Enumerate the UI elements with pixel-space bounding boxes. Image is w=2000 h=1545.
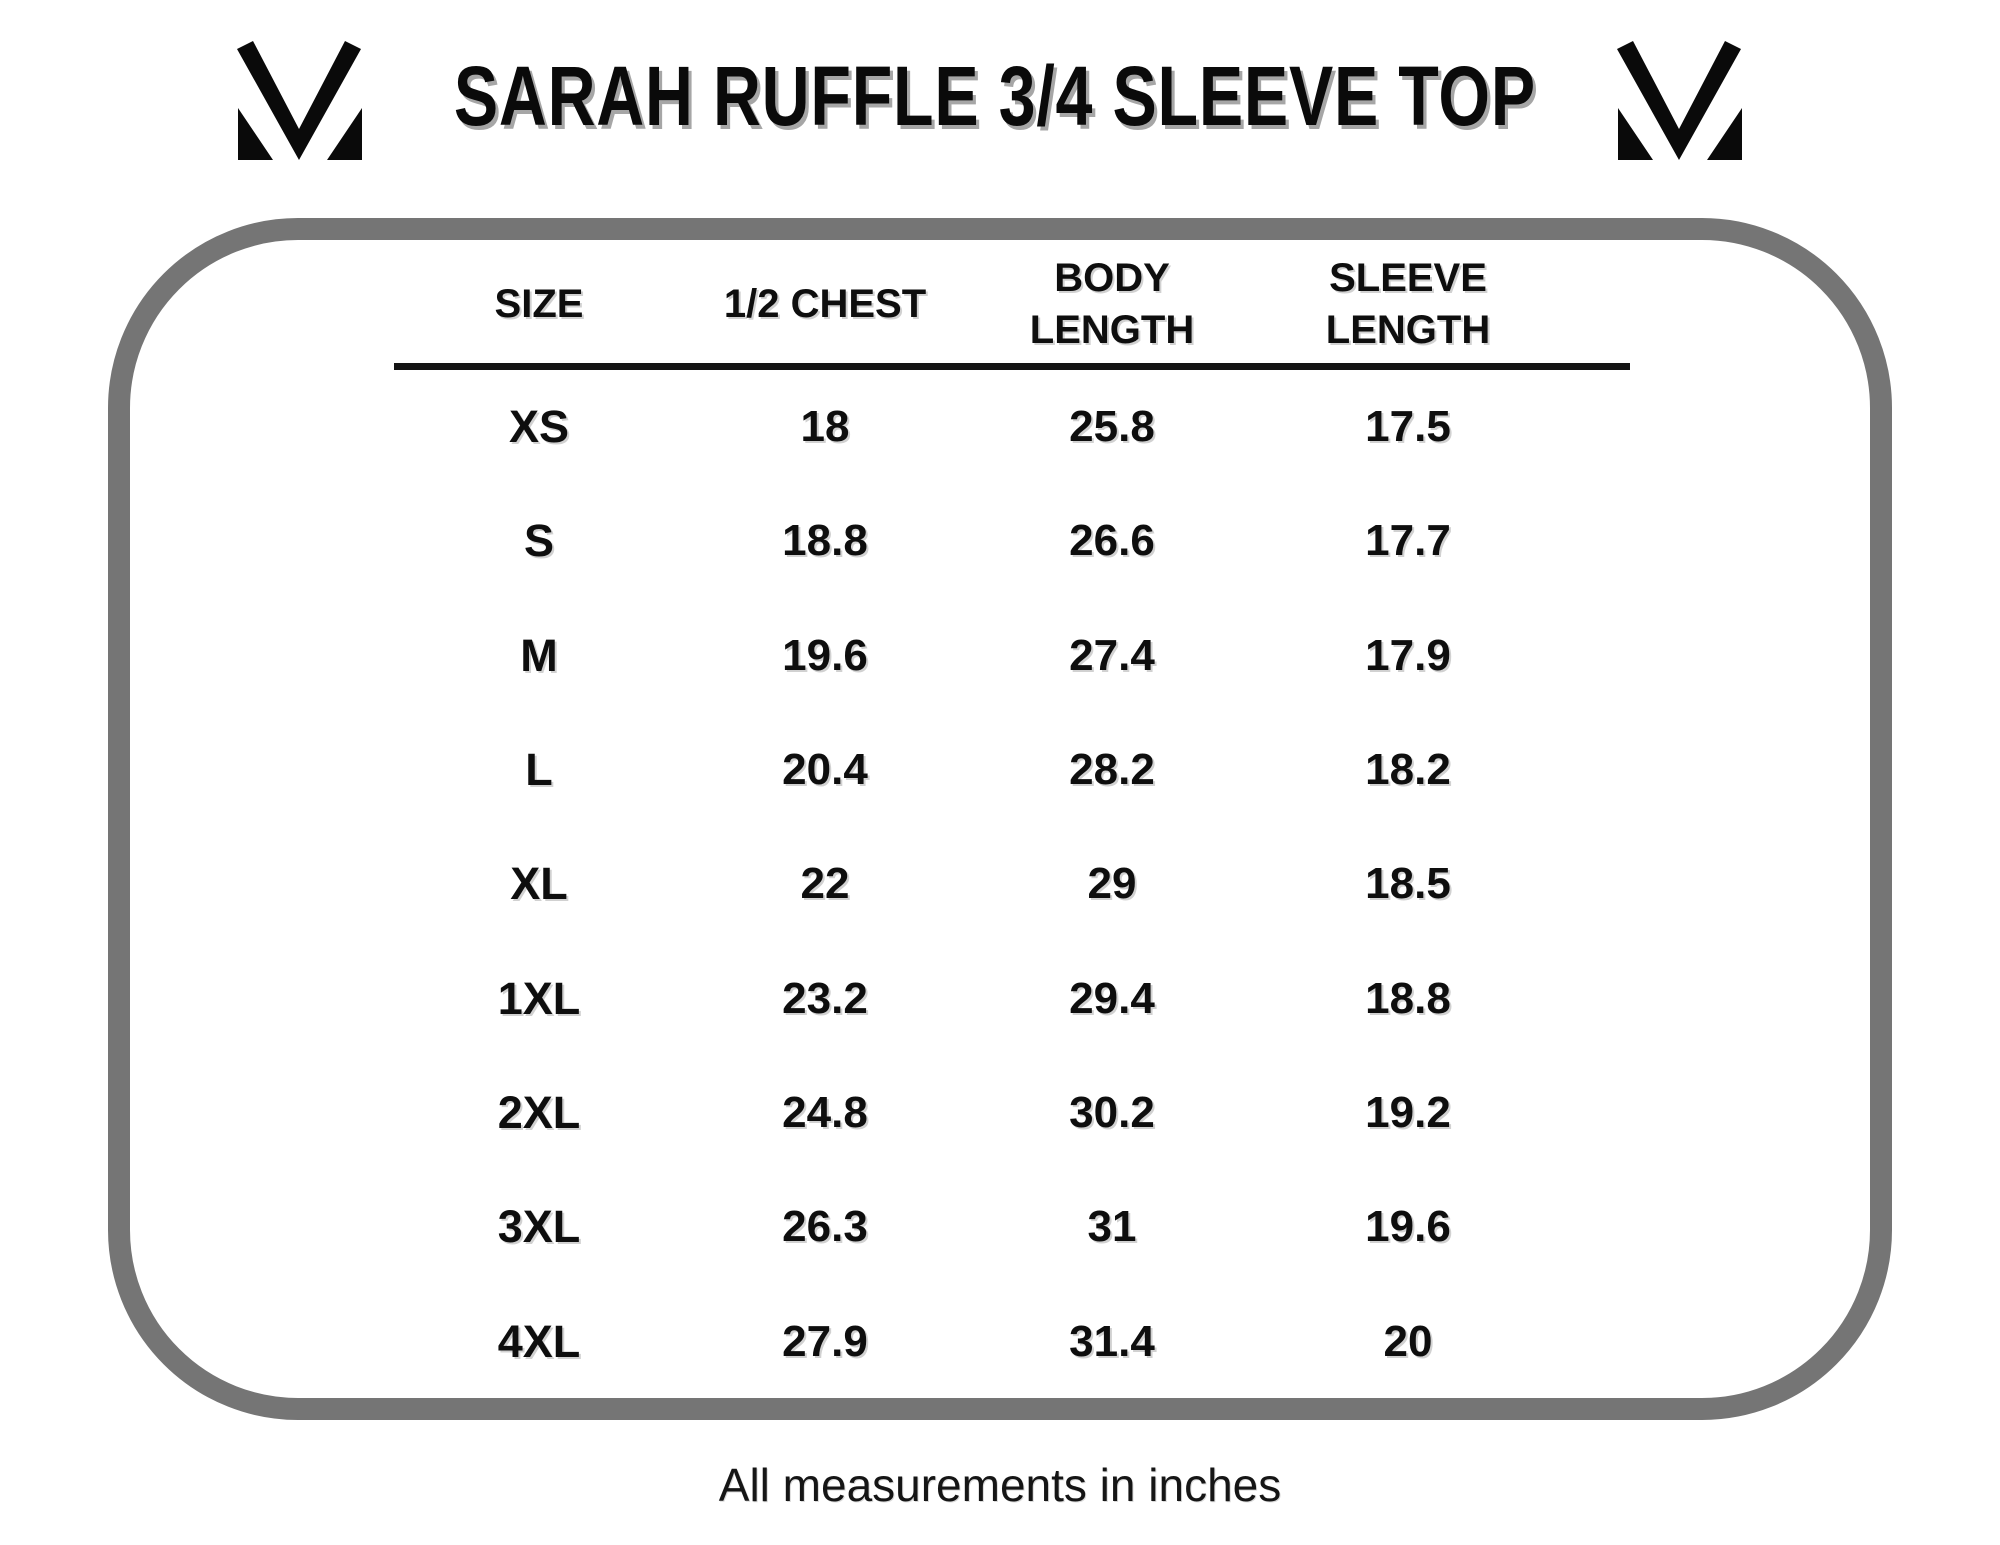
cell-size: 1XL [497, 972, 581, 1024]
cell-body-length: 29.4 [1069, 973, 1155, 1023]
cell-sleeve-length: 17.7 [1365, 516, 1451, 566]
cell-size: M [520, 629, 558, 681]
cell-size: 2XL [497, 1086, 581, 1138]
cell-size: XL [510, 858, 568, 910]
cell-half-chest: 26.3 [782, 1202, 868, 1252]
column-header-sleeve-length: SLEEVE LENGTH [1325, 256, 1491, 352]
table-header-row: SIZE 1/2 CHEST BODY LENGTH SLEEVE LENGTH [394, 245, 1630, 363]
cell-sleeve-length: 18.8 [1365, 973, 1451, 1023]
cell-half-chest: 22 [800, 859, 850, 909]
header-divider-line [394, 363, 1630, 370]
cell-body-length: 28.2 [1069, 745, 1155, 795]
cell-half-chest: 27.9 [782, 1316, 868, 1366]
cell-sleeve-length: 18.2 [1365, 745, 1451, 795]
mv-monogram-icon [237, 41, 362, 160]
cell-half-chest: 18.8 [782, 516, 868, 566]
cell-size: XS [508, 401, 570, 453]
table-row: 1XL 23.2 29.4 18.8 [394, 941, 1630, 1055]
cell-half-chest: 20.4 [782, 745, 868, 795]
cell-body-length: 31 [1087, 1202, 1137, 1252]
cell-size: L [525, 744, 553, 796]
cell-body-length: 25.8 [1069, 402, 1155, 452]
table-row: XL 22 29 18.5 [394, 827, 1630, 941]
title-wrap: SARAH RUFFLE 3/4 SLEEVE TOP [380, 36, 1610, 156]
cell-sleeve-length: 17.5 [1365, 402, 1451, 452]
cell-body-length: 31.4 [1069, 1316, 1155, 1366]
cell-half-chest: 18 [800, 402, 850, 452]
table-row: XS 18 25.8 17.5 [394, 370, 1630, 484]
cell-sleeve-length: 19.2 [1365, 1087, 1451, 1137]
cell-size: 3XL [497, 1201, 581, 1253]
cell-sleeve-length: 17.9 [1365, 630, 1451, 680]
table-body: XS 18 25.8 17.5 S 18.8 26.6 17.7 M 19.6 … [394, 370, 1630, 1399]
column-header-body-length: BODY LENGTH [1029, 256, 1195, 352]
column-header-half-chest: 1/2 CHEST [723, 282, 927, 326]
cell-sleeve-length: 18.5 [1365, 859, 1451, 909]
column-header-size: SIZE [494, 282, 584, 326]
table-row: 2XL 24.8 30.2 19.2 [394, 1056, 1630, 1170]
table-row: S 18.8 26.6 17.7 [394, 484, 1630, 598]
cell-sleeve-length: 19.6 [1365, 1202, 1451, 1252]
cell-size: 4XL [497, 1315, 581, 1367]
table-row: M 19.6 27.4 17.9 [394, 599, 1630, 713]
cell-body-length: 30.2 [1069, 1087, 1155, 1137]
measurements-footnote: All measurements in inches [718, 1459, 1282, 1511]
cell-body-length: 27.4 [1069, 630, 1155, 680]
cell-body-length: 29 [1087, 859, 1137, 909]
cell-sleeve-length: 20 [1383, 1316, 1433, 1366]
brand-logo-left [237, 40, 363, 160]
cell-half-chest: 19.6 [782, 630, 868, 680]
table-row: L 20.4 28.2 18.2 [394, 713, 1630, 827]
rounded-frame [108, 218, 1892, 1420]
page-title: SARAH RUFFLE 3/4 SLEEVE TOP [453, 48, 1537, 143]
cell-half-chest: 23.2 [782, 973, 868, 1023]
brand-logo-right [1617, 40, 1743, 160]
table-row: 3XL 26.3 31 19.6 [394, 1170, 1630, 1284]
size-table: SIZE 1/2 CHEST BODY LENGTH SLEEVE LENGTH… [394, 245, 1630, 1399]
cell-size: S [523, 515, 554, 567]
cell-half-chest: 24.8 [782, 1087, 868, 1137]
cell-body-length: 26.6 [1069, 516, 1155, 566]
table-row: 4XL 27.9 31.4 20 [394, 1284, 1630, 1398]
mv-monogram-icon [1617, 41, 1742, 160]
